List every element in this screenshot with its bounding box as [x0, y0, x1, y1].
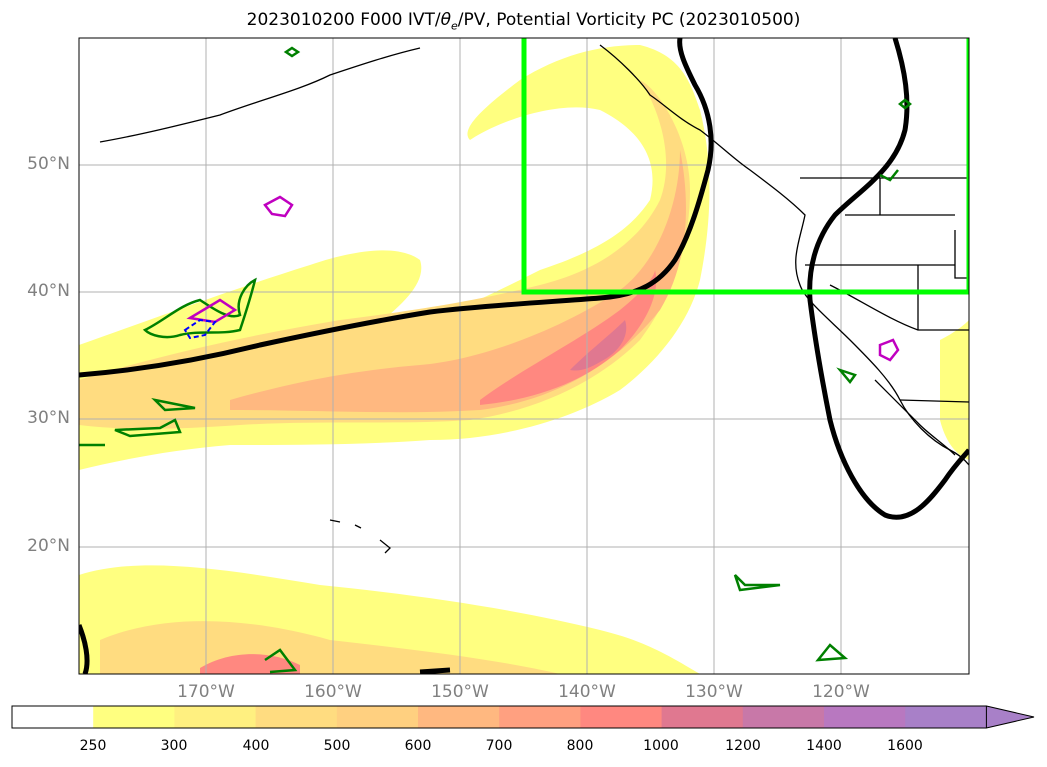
colorbar-tick-500: 500	[323, 738, 351, 754]
colorbar-tick-1200: 1200	[725, 738, 761, 754]
lat-label-50n: 50°N	[27, 154, 70, 174]
colorbar-tick-600: 600	[404, 738, 432, 754]
colorbar-segment	[824, 706, 906, 728]
pv-contour-magenta-1	[263, 195, 294, 218]
lat-label-20n: 20°N	[27, 536, 70, 556]
coastlines	[99, 44, 969, 554]
colorbar-tick-250: 250	[79, 738, 107, 754]
colorbar-segment	[255, 706, 338, 728]
colorbar-segment	[12, 706, 94, 728]
pv-contour-magenta-3	[878, 338, 900, 362]
lon-label-160w: 160°W	[304, 682, 362, 702]
lon-label-150w: 150°W	[431, 682, 489, 702]
lon-label-140w: 140°W	[558, 682, 616, 702]
colorbar-segment	[93, 706, 175, 728]
colorbar	[11, 705, 1035, 729]
colorbar-segment	[905, 706, 987, 728]
colorbar-tick-800: 800	[566, 738, 594, 754]
pv-contour-sw	[79, 624, 90, 674]
colorbar-outline	[11, 705, 987, 729]
lon-label-130w: 130°W	[685, 682, 743, 702]
colorbar-segment	[418, 706, 500, 728]
colorbar-tick-700: 700	[485, 738, 513, 754]
colorbar-tick-400: 400	[242, 738, 270, 754]
ivt-east-edge	[940, 320, 969, 460]
colorbar-segment	[174, 706, 257, 728]
colorbar-extend-arrow	[985, 705, 1035, 729]
pv-contour-s	[419, 667, 451, 674]
colorbar-tick-1400: 1400	[806, 738, 842, 754]
colorbar-segment	[580, 706, 663, 728]
pv-contour-main	[79, 38, 714, 378]
map-title: 2023010200 F000 IVT/θe/PV, Potential Vor…	[246, 10, 801, 33]
ivt-band-south-core	[200, 654, 300, 674]
pv-contour-blue	[183, 318, 217, 340]
colorbar-segment	[742, 706, 825, 728]
lon-label-170w: 170°W	[177, 682, 235, 702]
pv-contour-east	[807, 38, 969, 520]
pv-contours-green	[79, 46, 913, 674]
ivt-plume-max	[570, 320, 627, 371]
colorbar-segment	[336, 706, 419, 728]
lon-label-120w: 120°W	[812, 682, 870, 702]
colorbar-segment	[499, 706, 581, 728]
lat-label-40n: 40°N	[27, 281, 70, 301]
ivt-shading	[79, 45, 969, 674]
colorbar-tick-1600: 1600	[887, 738, 923, 754]
lat-label-30n: 30°N	[27, 408, 70, 428]
region-highlight-box	[521, 38, 969, 295]
map-frame	[78, 37, 970, 675]
colorbar-tick-1000: 1000	[643, 738, 679, 754]
colorbar-tick-300: 300	[160, 738, 188, 754]
colorbar-segment	[661, 706, 744, 728]
ivt-plume-core	[480, 270, 657, 405]
